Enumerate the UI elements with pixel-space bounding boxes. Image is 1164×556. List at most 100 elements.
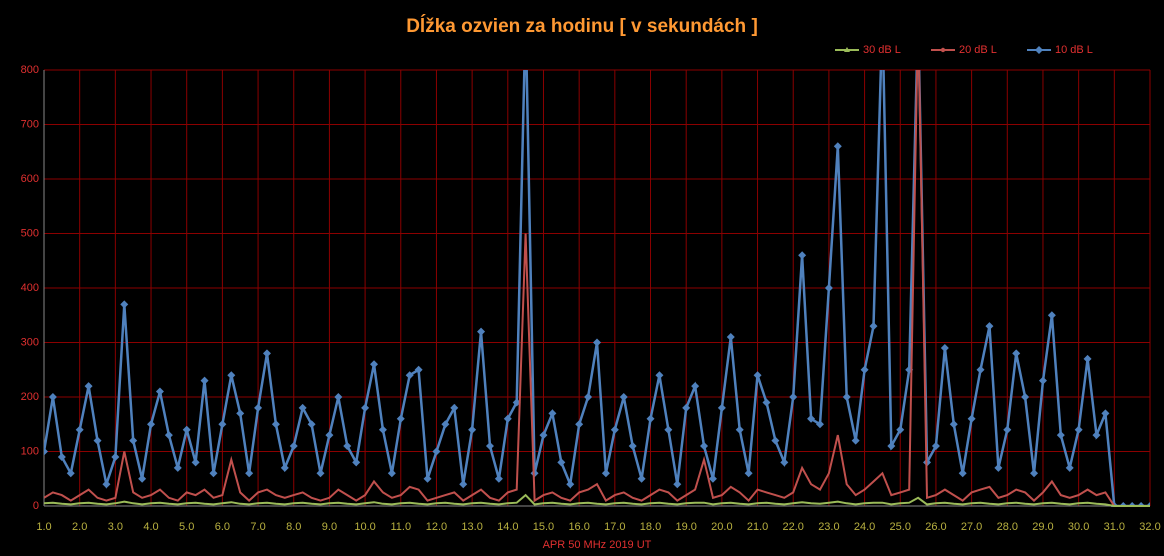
point [548, 409, 557, 418]
x-tick-label: 10.0 [354, 521, 375, 533]
point [985, 322, 994, 331]
x-tick-label: 1.0 [36, 521, 51, 533]
x-tick-label: 13.0 [461, 521, 482, 533]
point [423, 474, 432, 483]
point [619, 393, 628, 401]
point [271, 420, 280, 429]
point [628, 442, 637, 451]
point [976, 365, 985, 374]
y-tick-label: 100 [21, 445, 39, 457]
point [441, 420, 450, 429]
point [860, 365, 869, 374]
point [200, 376, 209, 385]
x-tick-label: 8.0 [286, 521, 301, 533]
point [432, 447, 441, 456]
point [842, 393, 851, 401]
point [227, 371, 236, 380]
x-tick-label: 31.0 [1104, 521, 1125, 533]
point [280, 463, 289, 472]
point [1065, 463, 1074, 472]
point [503, 414, 512, 423]
point [66, 469, 75, 478]
y-tick-label: 600 [21, 173, 39, 185]
point [700, 442, 709, 451]
x-tick-label: 17.0 [604, 521, 625, 533]
point [494, 474, 503, 483]
x-tick-label: 20.0 [711, 521, 732, 533]
point [48, 393, 57, 401]
point [307, 420, 316, 429]
point [1047, 311, 1056, 320]
x-tick-label: 4.0 [143, 521, 158, 533]
point [325, 431, 334, 440]
point [485, 442, 494, 451]
point [815, 420, 824, 429]
point [940, 47, 946, 53]
point [646, 414, 655, 423]
point [120, 300, 129, 309]
x-axis-title: APR 50 MHz 2019 UT [543, 539, 652, 551]
point [798, 251, 807, 260]
y-tick-label: 300 [21, 336, 39, 348]
legend: 30 dB L 20 dB L 10 dB L [835, 44, 1093, 56]
y-tick-label: 500 [21, 227, 39, 239]
x-tick-label: 18.0 [640, 521, 661, 533]
point [468, 425, 477, 434]
point [245, 469, 254, 478]
point [762, 398, 771, 407]
legend-label: 10 dB L [1055, 44, 1093, 56]
grid: 0 100 200 300 400 500 600 700 800 1.0 2.0 3.0 4.0 5.0… [21, 64, 1161, 533]
point [164, 431, 173, 440]
point [691, 382, 700, 391]
point [967, 414, 976, 423]
point [940, 343, 949, 352]
y-tick-label: 800 [21, 64, 39, 76]
x-tick-label: 26.0 [925, 521, 946, 533]
x-tick-label: 28.0 [997, 521, 1018, 533]
plot-area [44, 70, 1150, 507]
point [655, 371, 664, 380]
x-tick-label: 7.0 [250, 521, 265, 533]
point [352, 458, 361, 467]
point [708, 474, 717, 483]
point [735, 425, 744, 434]
series-line [44, 70, 1150, 507]
point [459, 480, 468, 489]
point [477, 327, 486, 336]
x-tick-label: 19.0 [675, 521, 696, 533]
x-tick-label: 3.0 [108, 521, 123, 533]
point [218, 420, 227, 429]
point [129, 436, 138, 445]
point [1030, 469, 1039, 478]
point [780, 458, 789, 467]
x-tick-label: 29.0 [1032, 521, 1053, 533]
x-tick-label: 12.0 [426, 521, 447, 533]
point [396, 414, 405, 423]
point [1003, 425, 1012, 434]
point [566, 480, 575, 489]
point [1035, 46, 1043, 54]
x-tick-label: 30.0 [1068, 521, 1089, 533]
point [298, 403, 307, 412]
point [1083, 354, 1092, 363]
x-tick-label: 15.0 [533, 521, 554, 533]
point [316, 469, 325, 478]
point [173, 463, 182, 472]
point [361, 403, 370, 412]
point [753, 371, 762, 380]
point [209, 469, 218, 478]
point [717, 403, 726, 412]
point [575, 420, 584, 429]
point [262, 349, 271, 358]
x-tick-label: 27.0 [961, 521, 982, 533]
point [102, 480, 111, 489]
x-tick-label: 24.0 [854, 521, 875, 533]
point [673, 480, 682, 489]
point [334, 393, 343, 401]
point [869, 322, 878, 331]
point [1074, 425, 1083, 434]
point [450, 403, 459, 412]
x-tick-label: 2.0 [72, 521, 87, 533]
series-line [44, 493, 1150, 507]
x-tick-label: 23.0 [818, 521, 839, 533]
